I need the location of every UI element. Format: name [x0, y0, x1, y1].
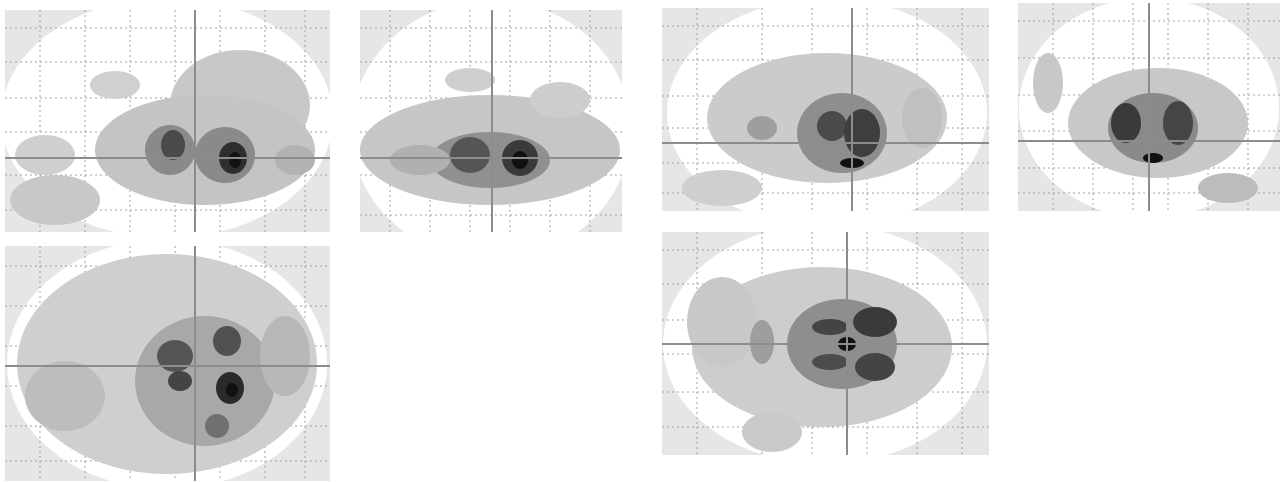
glass-brain-svg-b [360, 10, 622, 232]
activation-blobs [10, 50, 315, 225]
glass-brain-panel-f [662, 232, 989, 455]
crosshair [5, 246, 330, 481]
glass-brain-panel-a [5, 10, 330, 232]
activation-blobs [682, 53, 947, 206]
glass-brain-panel-c [662, 8, 989, 211]
crosshair [5, 10, 330, 232]
glass-brain-svg-a [5, 10, 330, 232]
activation-blobs [360, 68, 620, 205]
glass-brain-panel-d [1018, 3, 1280, 211]
glass-brain-panel-b [360, 10, 622, 232]
activation-blobs [17, 254, 317, 474]
glass-brain-svg-c [662, 8, 989, 211]
crosshair [662, 232, 989, 455]
crosshair [360, 10, 622, 232]
crosshair [1018, 3, 1280, 211]
glass-brain-svg-e [5, 246, 330, 481]
activation-blobs [1033, 53, 1258, 203]
glass-brain-svg-f [662, 232, 989, 455]
glass-brain-panel-e [5, 246, 330, 481]
glass-brain-svg-d [1018, 3, 1280, 211]
crosshair [662, 8, 989, 211]
